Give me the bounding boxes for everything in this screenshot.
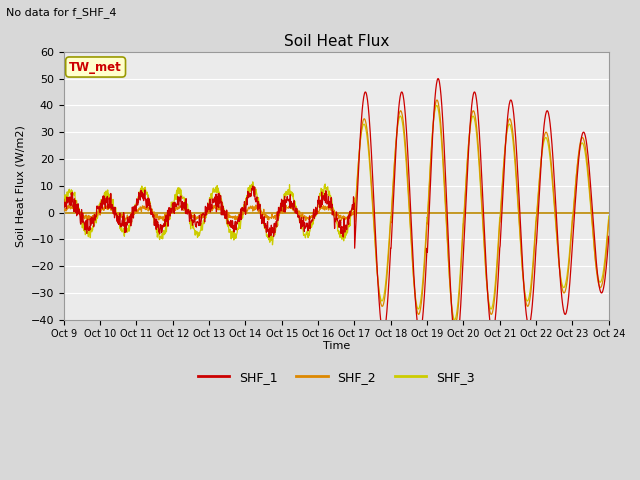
X-axis label: Time: Time bbox=[323, 341, 350, 351]
SHF_3 bbox=[168, 202, 175, 207]
SHF_3 bbox=[421, 252, 429, 257]
SHF_2 bbox=[433, 97, 441, 103]
Y-axis label: Soil Heat Flux (W/m2): Soil Heat Flux (W/m2) bbox=[15, 125, 25, 247]
SHF_1 bbox=[605, 233, 612, 239]
SHF_3 bbox=[242, 195, 250, 201]
SHF_1 bbox=[541, 117, 548, 122]
SHF_1 bbox=[242, 206, 250, 212]
SHF_2 bbox=[541, 131, 548, 137]
SHF_3 bbox=[451, 317, 458, 323]
SHF_3 bbox=[541, 136, 548, 142]
SHF_3 bbox=[60, 198, 68, 204]
SHF_1 bbox=[421, 287, 429, 293]
Legend: SHF_1, SHF_2, SHF_3: SHF_1, SHF_2, SHF_3 bbox=[193, 366, 480, 388]
SHF_2 bbox=[181, 204, 189, 210]
SHF_2 bbox=[451, 322, 459, 328]
SHF_1 bbox=[168, 210, 175, 216]
SHF_2 bbox=[493, 270, 500, 276]
SHF_2 bbox=[60, 205, 68, 211]
Text: No data for f_SHF_4: No data for f_SHF_4 bbox=[6, 7, 117, 18]
Line: SHF_3: SHF_3 bbox=[64, 106, 609, 320]
SHF_1 bbox=[452, 344, 460, 349]
SHF_2 bbox=[242, 207, 250, 213]
SHF_1 bbox=[434, 76, 442, 82]
SHF_2 bbox=[168, 208, 175, 214]
Title: Soil Heat Flux: Soil Heat Flux bbox=[284, 34, 389, 49]
Text: TW_met: TW_met bbox=[69, 60, 122, 73]
Line: SHF_1: SHF_1 bbox=[64, 79, 609, 347]
Line: SHF_2: SHF_2 bbox=[64, 100, 609, 325]
SHF_3 bbox=[433, 103, 441, 108]
SHF_2 bbox=[421, 258, 429, 264]
SHF_3 bbox=[605, 213, 612, 219]
SHF_3 bbox=[181, 198, 189, 204]
SHF_1 bbox=[493, 299, 500, 304]
SHF_3 bbox=[493, 263, 500, 268]
SHF_2 bbox=[605, 217, 612, 223]
SHF_1 bbox=[60, 196, 68, 202]
SHF_1 bbox=[181, 199, 189, 205]
